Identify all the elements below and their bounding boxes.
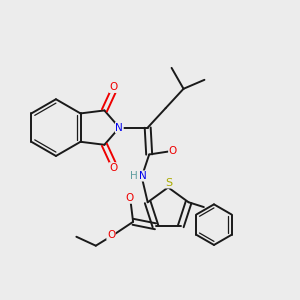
Text: O: O (107, 230, 115, 240)
Text: S: S (166, 178, 172, 188)
Text: H: H (130, 171, 138, 181)
Text: N: N (139, 171, 147, 181)
Text: O: O (109, 163, 118, 173)
Text: O: O (109, 82, 118, 92)
Text: N: N (116, 123, 123, 133)
Text: O: O (169, 146, 177, 157)
Text: O: O (125, 193, 134, 203)
